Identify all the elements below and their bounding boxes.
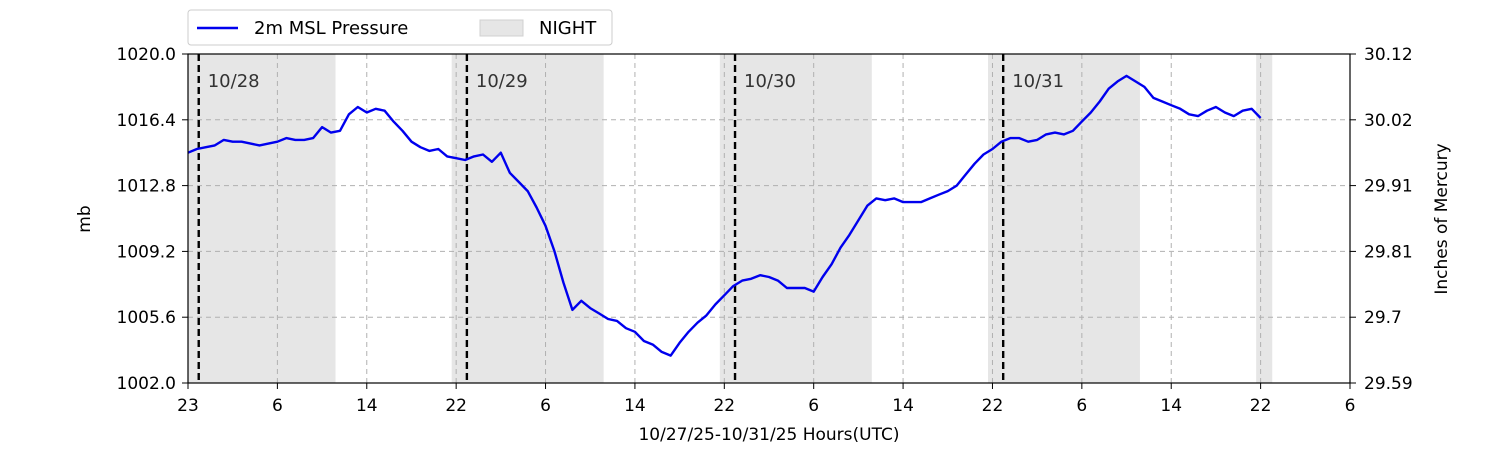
legend-series-label: 2m MSL Pressure [254,18,408,39]
series-line-2m-msl-pressure [187,74,1262,357]
y-tick-label-right-3: 29.91 [1364,177,1413,197]
x-tick-label-13: 6 [1345,396,1356,416]
day-marker-label-1: 10/29 [476,71,528,92]
night-band-1 [451,54,604,383]
day-marker-label-0: 10/28 [208,71,260,92]
night-band-4 [1256,54,1273,383]
y-tick-label-right-2: 29.81 [1364,242,1413,262]
x-tick-label-2: 14 [356,396,378,416]
y-tick-label-right-0: 29.59 [1364,374,1413,394]
night-bands [188,54,1273,383]
y-tick-label-left-1: 1005.6 [117,308,176,328]
y-tick-label-left-0: 1002.0 [117,374,176,394]
x-tick-label-6: 22 [713,396,735,416]
x-tick-label-3: 22 [445,396,467,416]
legend-night-label: NIGHT [539,18,597,39]
x-tick-label-9: 22 [982,396,1004,416]
y-axis-label-left: mb [75,205,95,232]
day-markers: 10/28 10/29 10/30 10/31 [197,54,1064,383]
y-tick-label-right-4: 30.02 [1364,111,1413,131]
y-tick-label-left-5: 1020.0 [117,45,176,65]
day-marker-label-3: 10/31 [1012,71,1064,92]
y-tick-label-right-5: 30.12 [1364,45,1413,65]
grid-lines [188,54,1350,383]
night-band-2 [719,54,872,383]
x-tick-label-5: 14 [624,396,646,416]
x-tick-label-8: 14 [892,396,914,416]
y-axis-label-right: Inches of Mercury [1432,143,1452,294]
x-tick-label-11: 14 [1160,396,1182,416]
x-tick-label-10: 6 [1076,396,1087,416]
y-tick-label-left-4: 1016.4 [117,111,176,131]
x-tick-label-12: 22 [1250,396,1272,416]
x-tick-label-4: 6 [540,396,551,416]
x-tick-label-0: 23 [177,396,199,416]
night-band-0 [188,54,336,383]
legend: 2m MSL Pressure NIGHT [187,9,613,46]
y-tick-label-right-1: 29.7 [1364,308,1402,328]
legend-night-swatch [479,19,524,37]
day-marker-label-2: 10/30 [744,71,796,92]
y-tick-label-left-2: 1009.2 [117,242,176,262]
x-tick-label-1: 6 [272,396,283,416]
y-tick-label-left-3: 1012.8 [117,177,176,197]
x-tick-label-7: 6 [808,396,819,416]
x-axis-label: 10/27/25-10/31/25 Hours(UTC) [638,425,899,445]
axis-ticks: 23 6 14 22 6 14 22 6 14 22 6 14 22 6 1002.0 1005.6 1009.… [117,45,1413,416]
night-band-3 [987,54,1140,383]
plot-frame [187,53,1351,384]
